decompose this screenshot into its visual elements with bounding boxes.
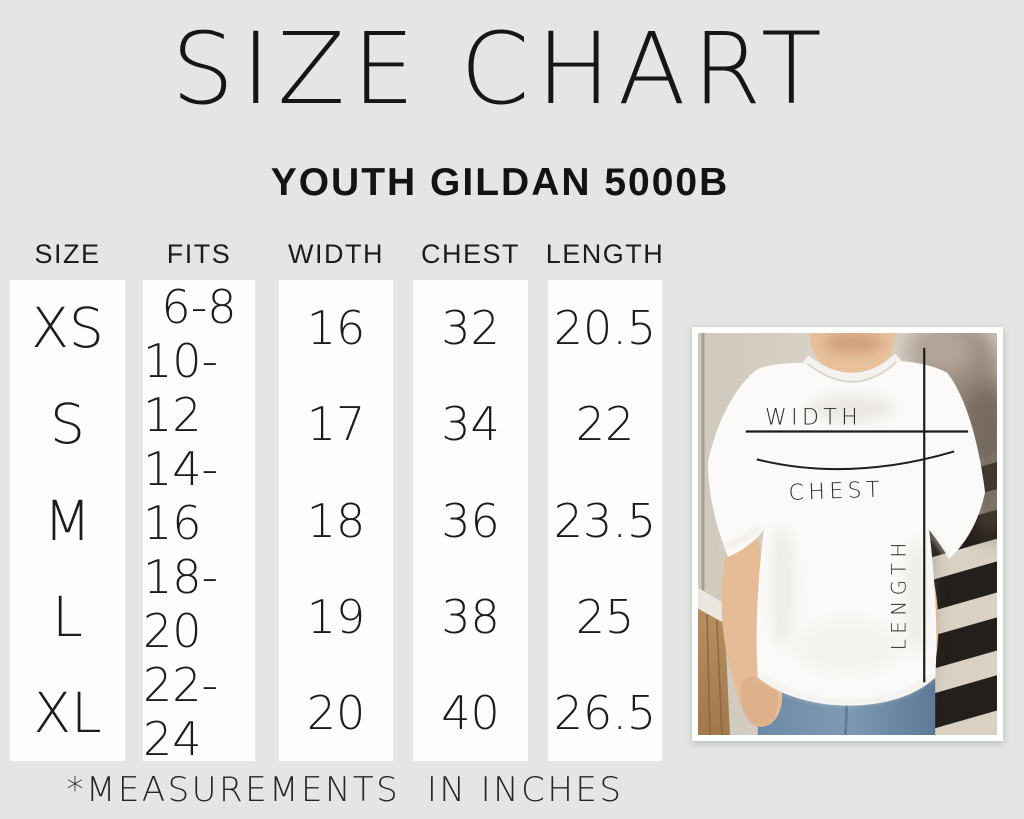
chest-guide-curve [756,450,955,471]
table-column-chest: 32 34 36 38 40 [413,280,528,761]
table-cell: 16 [306,301,366,356]
floor-planks [706,614,723,735]
left-hand [740,676,779,728]
collar [802,353,902,382]
page-subtitle: YOUTH GILDAN 5000B [270,161,730,204]
photo-length-label: LENGTH [887,537,910,650]
table-cell: 6-8 [161,280,237,334]
photo-width-label: WIDTH [765,406,862,431]
wall-trim [701,333,705,594]
table-cell: 22-24 [143,658,219,766]
table-cell: 18-20 [143,550,219,658]
table-cell: 34 [441,397,500,452]
table-cell: XL [33,680,102,745]
table-cell: 25 [575,589,635,644]
table-cell: 40 [441,685,500,740]
table-cell: 18 [306,493,366,548]
measurements-note: *MEASUREMENTS IN INCHES [66,770,624,810]
table-cell: 32 [441,301,500,356]
collar-seam [807,361,897,383]
measurement-guides [745,347,969,683]
table-column-length: 20.5 22 23.5 25 26.5 [548,280,662,761]
table-cell: 20.5 [553,301,657,356]
table-cell: L [52,584,83,649]
table-cell: 17 [306,397,366,452]
baseboard [698,587,725,625]
column-header-width: WIDTH [288,239,384,269]
column-header-size: SIZE [34,239,101,269]
table-column-size: XS S M L XL [10,280,125,761]
column-header-length: LENGTH [545,239,665,269]
table-column-width: 16 17 18 19 20 [279,280,393,761]
chin-shadow [823,333,884,354]
column-header-fits: FITS [166,239,232,269]
table-cell: 23.5 [553,493,657,548]
table-cell: 38 [441,589,500,644]
tshirt-photo-image: WIDTH CHEST LENGTH [698,333,997,735]
table-cell: XS [31,296,104,361]
table-cell: M [43,488,92,553]
table-column-fits: 6-8 10-12 14-16 18-20 22-24 [143,280,255,766]
page-title: SIZE CHART [171,12,829,127]
shirt-shading [721,394,949,704]
tshirt-photo: WIDTH CHEST LENGTH [692,327,1003,741]
table-cell: 10-12 [143,334,219,442]
table-cell: 20 [306,685,366,740]
wood-floor [698,608,730,735]
photo-chest-label: CHEST [788,478,884,506]
tshirt-measure-illustration: WIDTH CHEST LENGTH [698,333,997,735]
table-cell: 36 [441,493,500,548]
table-cell: 22 [575,397,635,452]
table-cell: 14-16 [143,442,219,550]
column-header-chest: CHEST [420,239,520,269]
table-cell: S [50,392,85,457]
table-cell: 26.5 [553,685,657,740]
table-cell: 19 [306,589,366,644]
